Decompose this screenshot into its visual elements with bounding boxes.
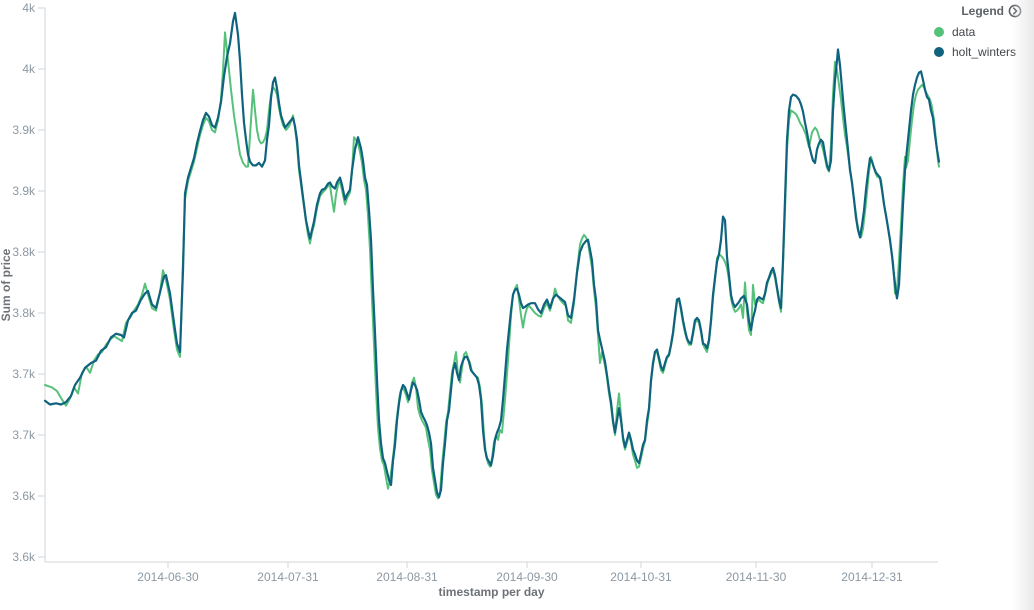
x-tick-label: 2014-10-31	[610, 570, 672, 584]
x-tick-label: 2014-12-31	[841, 570, 903, 584]
series-line-holt_winters[interactable]	[43, 11, 941, 499]
legend-item-holt-winters[interactable]: holt_winters	[934, 45, 1022, 59]
x-tick-label: 2014-08-31	[376, 570, 438, 584]
legend-item-label: holt_winters	[952, 45, 1017, 59]
series-color-dot	[934, 47, 944, 57]
x-tick-label: 2014-09-30	[496, 570, 558, 584]
x-tick-label: 2014-07-31	[257, 570, 319, 584]
y-tick-label: 3.6k	[12, 550, 36, 564]
y-tick-label: 4k	[22, 62, 36, 76]
legend-item-label: data	[952, 25, 976, 39]
y-tick-label: 3.9k	[12, 123, 36, 137]
legend-toggle[interactable]: Legend	[932, 2, 1022, 22]
y-tick-label: 3.6k	[12, 489, 36, 503]
x-axis-title: timestamp per day	[438, 585, 544, 599]
y-tick-label: 3.8k	[12, 245, 36, 259]
plot-area[interactable]	[45, 8, 938, 562]
y-tick-label: 3.9k	[12, 184, 36, 198]
x-tick-label: 2014-11-30	[726, 570, 787, 584]
y-axis-title: Sum of price	[0, 248, 13, 321]
y-tick-label: 4k	[22, 1, 36, 15]
y-tick-label: 3.8k	[12, 306, 36, 320]
series-color-dot	[934, 27, 944, 37]
y-tick-label: 3.7k	[12, 367, 36, 381]
legend-title: Legend	[961, 4, 1004, 18]
chevron-circle-right-icon	[1008, 4, 1022, 18]
legend: Legend data holt_winters	[932, 2, 1022, 65]
legend-item-data[interactable]: data	[934, 25, 1022, 39]
x-tick-label: 2014-06-30	[137, 570, 199, 584]
y-tick-label: 3.7k	[12, 428, 36, 442]
